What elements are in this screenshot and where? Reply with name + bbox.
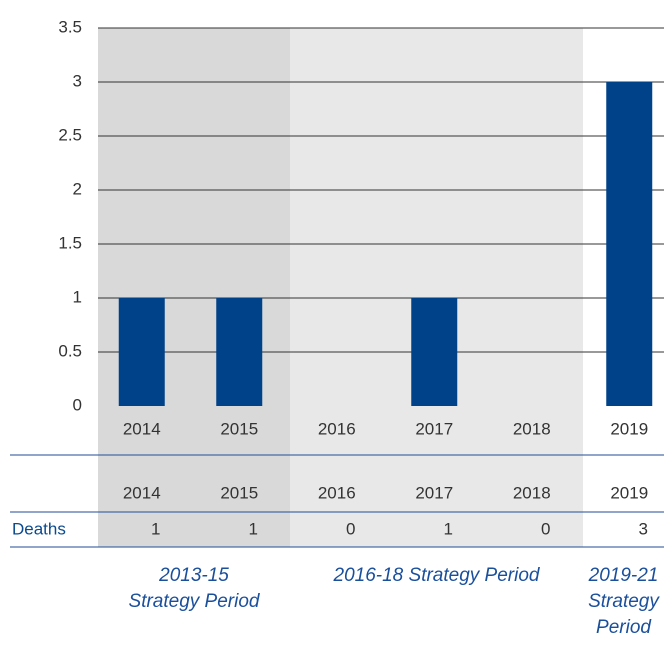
bar <box>118 298 165 406</box>
y-tick-label: 3.5 <box>58 17 82 36</box>
y-tick-label: 2.5 <box>58 125 82 144</box>
bar <box>216 298 263 406</box>
period-label: 2019-21 Strategy Period <box>588 565 659 638</box>
table-cell: 0 <box>541 519 550 538</box>
y-tick-label: 1.5 <box>58 233 82 252</box>
table-cell: 3 <box>639 519 648 538</box>
y-tick-label: 0.5 <box>58 341 82 360</box>
table-row-label: Deaths <box>12 519 66 538</box>
y-tick-label: 0 <box>73 395 82 414</box>
period-label: 2013-15 Strategy Period <box>128 565 260 612</box>
table-header: 2015 <box>220 483 258 502</box>
x-tick-label: 2019 <box>610 419 648 438</box>
y-tick-label: 3 <box>73 71 82 90</box>
x-tick-label: 2014 <box>123 419 161 438</box>
table-header: 2018 <box>513 483 551 502</box>
table-cell: 1 <box>249 519 258 538</box>
period-label: 2016-18 Strategy Period <box>333 565 540 586</box>
x-tick-label: 2018 <box>513 419 551 438</box>
table-cell: 0 <box>346 519 355 538</box>
table-header: 2016 <box>318 483 356 502</box>
x-tick-label: 2016 <box>318 419 356 438</box>
period-band <box>98 28 290 547</box>
x-tick-label: 2015 <box>220 419 258 438</box>
table-header: 2014 <box>123 483 161 502</box>
table-cell: 1 <box>444 519 453 538</box>
period-band <box>290 28 583 547</box>
x-tick-label: 2017 <box>415 419 453 438</box>
table-header: 2019 <box>610 483 648 502</box>
y-tick-label: 1 <box>73 287 82 306</box>
bar <box>411 298 458 406</box>
y-tick-label: 2 <box>73 179 82 198</box>
table-cell: 1 <box>151 519 160 538</box>
table-header: 2017 <box>415 483 453 502</box>
bar <box>606 82 653 406</box>
